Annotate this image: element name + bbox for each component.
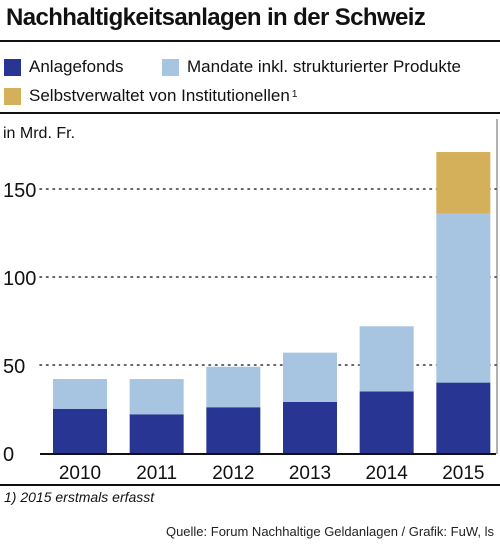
legend-item-selbstverwaltet: Selbstverwaltet von Institutionellen 1 xyxy=(4,86,297,106)
bar-segment-2011-series-2 xyxy=(129,379,184,415)
footnote: 1) 2015 erstmals erfasst xyxy=(4,489,155,505)
source-credit: Quelle: Forum Nachhaltige Geldanlagen / … xyxy=(165,524,494,539)
stacked-bar-chart: in Mrd. Fr. 0 50 100 150 2010 2011 2012 2013 2014… xyxy=(3,119,498,484)
bar-segment-2015-series-2 xyxy=(436,213,491,383)
bar-segment-2010-series-1 xyxy=(53,409,107,453)
x-tick-label: 2015 xyxy=(442,463,484,484)
legend-item-anlagefonds: Anlagefonds xyxy=(4,57,124,77)
bar-segment-2013-series-2 xyxy=(283,352,337,402)
bar-segment-2012-series-2 xyxy=(206,366,261,408)
bar-segment-2015-series-3 xyxy=(436,152,491,214)
legend-footnote-marker: 1 xyxy=(291,88,298,100)
legend-label-selbstverwaltet: Selbstverwaltet von Institutionellen xyxy=(29,86,290,105)
x-tick-label: 2013 xyxy=(289,463,331,484)
bar-segment-2013-series-1 xyxy=(283,401,337,453)
x-tick-label: 2012 xyxy=(212,463,254,484)
y-tick-label: 150 xyxy=(3,180,36,202)
footer-rule xyxy=(0,484,500,486)
legend-item-mandate: Mandate inkl. strukturierter Produkte xyxy=(162,57,461,77)
y-tick-label: 50 xyxy=(3,356,25,378)
chart-title: Nachhaltigkeitsanlagen in der Schweiz xyxy=(6,4,426,31)
bar-segment-2012-series-1 xyxy=(206,407,261,453)
legend-swatch-anlagefonds xyxy=(4,58,21,76)
legend-swatch-selbstverwaltet xyxy=(4,87,21,105)
y-tick-label: 0 xyxy=(3,444,14,466)
x-tick-label: 2010 xyxy=(59,463,101,484)
title-rule xyxy=(0,40,500,42)
legend-label-mandate: Mandate inkl. strukturierter Produkte xyxy=(187,57,462,76)
bar-segment-2011-series-1 xyxy=(129,414,184,453)
legend-label-anlagefonds: Anlagefonds xyxy=(29,57,124,76)
y-axis-label: in Mrd. Fr. xyxy=(3,125,75,142)
bar-segment-2014-series-1 xyxy=(359,391,414,453)
bar-segment-2014-series-2 xyxy=(359,326,414,392)
legend-swatch-mandate xyxy=(162,58,179,76)
y-tick-label: 100 xyxy=(3,268,36,290)
x-tick-label: 2014 xyxy=(366,463,409,484)
x-tick-label: 2011 xyxy=(136,463,177,484)
bar-segment-2015-series-1 xyxy=(436,382,491,453)
bar-segment-2010-series-2 xyxy=(53,379,107,409)
legend-rule xyxy=(0,112,500,114)
